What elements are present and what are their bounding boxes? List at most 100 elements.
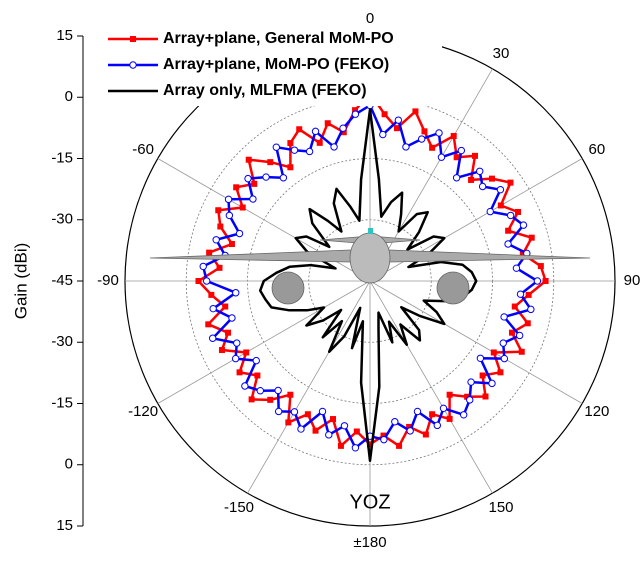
marker <box>287 164 294 171</box>
marker <box>254 372 261 379</box>
marker <box>519 251 526 258</box>
marker <box>519 221 528 229</box>
axis-label: Gain (dBi) <box>11 243 30 320</box>
marker <box>524 320 531 327</box>
airplane <box>149 228 591 305</box>
angle-label: -120 <box>128 403 158 420</box>
marker <box>542 278 549 284</box>
annotation: YOZ <box>349 491 390 513</box>
marker <box>391 418 399 426</box>
marker <box>499 339 507 347</box>
legend-label: Array+plane, MoM-PO (FEKO) <box>163 56 389 73</box>
angle-label: 30 <box>493 45 510 62</box>
marker <box>231 354 240 363</box>
marker <box>464 393 471 400</box>
marker <box>209 304 217 313</box>
marker <box>239 204 246 211</box>
tick-label: -15 <box>51 394 73 411</box>
tick-label: -45 <box>51 272 73 289</box>
marker <box>496 185 505 194</box>
marker <box>228 314 236 322</box>
marker <box>324 120 331 127</box>
marker <box>437 153 446 161</box>
marker <box>267 159 274 166</box>
series-line <box>258 108 478 462</box>
spoke <box>247 280 371 494</box>
marker <box>215 207 222 214</box>
marker <box>429 411 436 418</box>
marker <box>508 329 515 336</box>
marker <box>311 127 320 136</box>
marker <box>525 291 532 298</box>
marker <box>505 227 512 234</box>
marker <box>304 411 311 418</box>
marker <box>490 349 497 356</box>
marker <box>290 408 299 416</box>
spoke <box>369 280 493 494</box>
angle-label: -60 <box>132 141 154 158</box>
marker <box>272 143 281 151</box>
marker <box>504 240 512 248</box>
marker <box>468 176 475 183</box>
marker <box>527 305 535 314</box>
legend: Array+plane, General MoM-PO Array+plane, … <box>100 26 442 106</box>
marker <box>402 143 410 151</box>
marker <box>285 419 292 426</box>
marker <box>516 290 525 298</box>
marker <box>352 107 359 114</box>
marker <box>351 110 360 118</box>
marker <box>296 126 303 133</box>
marker <box>482 393 489 400</box>
marker <box>340 422 349 430</box>
marker <box>497 369 504 376</box>
marker <box>225 211 234 220</box>
marker <box>511 303 518 310</box>
legend-marker <box>129 61 137 69</box>
radial-axis: -45 -30 -30 -15 -15 0 0 15 15 <box>51 27 84 534</box>
marker <box>330 416 337 423</box>
marker <box>287 140 294 147</box>
marker <box>241 382 249 390</box>
tick-label: 0 <box>65 88 73 105</box>
marker <box>422 431 429 438</box>
marker <box>393 125 400 132</box>
marker <box>471 152 478 159</box>
marker <box>216 264 223 271</box>
marker <box>506 211 515 220</box>
marker <box>340 129 347 136</box>
tick-label: 0 <box>65 456 73 473</box>
spoke <box>369 158 583 282</box>
marker <box>478 182 487 191</box>
angle-label: 120 <box>584 403 609 420</box>
marker <box>507 179 514 186</box>
marker <box>459 411 468 419</box>
legend-marker <box>130 36 136 42</box>
angle-label: 60 <box>589 141 606 158</box>
marker <box>457 146 466 155</box>
marker <box>256 387 264 395</box>
marker <box>533 277 542 285</box>
marker <box>208 334 217 342</box>
marker <box>413 407 422 416</box>
marker <box>518 348 525 355</box>
marker <box>488 175 495 182</box>
marker <box>222 303 229 310</box>
spoke <box>157 280 371 404</box>
marker <box>486 207 494 216</box>
marker <box>195 278 202 284</box>
angle-label: -150 <box>224 499 254 516</box>
marker <box>433 421 442 430</box>
marker <box>435 129 443 137</box>
marker <box>406 423 413 430</box>
marker <box>212 236 220 244</box>
marker <box>412 108 419 115</box>
marker <box>394 116 403 124</box>
marker <box>236 369 243 376</box>
marker <box>439 404 448 413</box>
marker <box>396 442 403 449</box>
marker <box>497 202 504 209</box>
marker <box>488 379 496 388</box>
marker <box>316 139 323 146</box>
marker <box>318 407 327 416</box>
